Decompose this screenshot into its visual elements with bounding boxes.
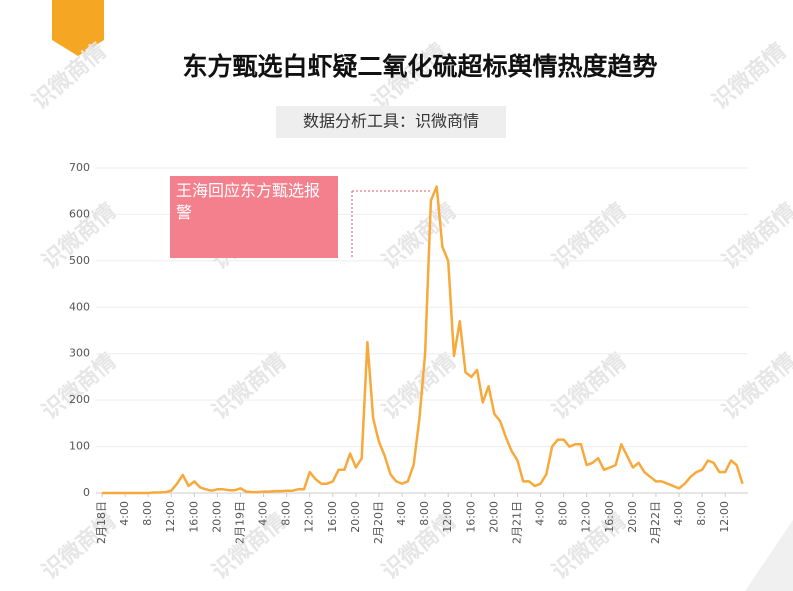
watermark: 识微商情 — [717, 348, 793, 424]
x-tick-label: 4:00 — [257, 501, 270, 526]
x-tick-label: 2月20日 — [372, 501, 385, 544]
x-tick-label: 8:00 — [141, 501, 154, 526]
x-tick-label: 12:00 — [580, 501, 593, 533]
subtitle-box — [276, 106, 506, 138]
corner-fold — [745, 520, 793, 591]
y-tick-label: 700 — [69, 161, 90, 174]
x-tick-label: 12:00 — [164, 501, 177, 533]
watermark: 识微商情 — [547, 198, 631, 274]
x-tick-label: 16:00 — [603, 501, 616, 533]
x-tick-label: 12:00 — [718, 501, 731, 533]
x-tick-label: 16:00 — [464, 501, 477, 533]
x-tick-label: 8:00 — [418, 501, 431, 526]
x-tick-label: 20:00 — [349, 501, 362, 533]
y-tick-label: 600 — [69, 207, 90, 220]
watermark: 识微商情 — [707, 38, 791, 114]
x-tick-label: 16:00 — [326, 501, 339, 533]
x-tick-label: 20:00 — [487, 501, 500, 533]
y-tick-label: 300 — [69, 347, 90, 360]
corner-badge — [52, 0, 104, 56]
chart-title: 东方甄选白虾疑二氧化硫超标舆情热度趋势 — [182, 52, 657, 81]
annotation-box — [170, 176, 338, 258]
x-tick-label: 4:00 — [395, 501, 408, 526]
annotation: 王海回应东方甄选报警 — [176, 181, 321, 222]
x-tick-label: 12:00 — [441, 501, 454, 533]
x-tick-label: 20:00 — [210, 501, 223, 533]
x-tick-label: 4:00 — [534, 501, 547, 526]
watermark: 识微商情 — [207, 348, 291, 424]
x-tick-label: 2月21日 — [510, 501, 523, 544]
y-tick-label: 500 — [69, 254, 90, 267]
x-tick-label: 2月18日 — [95, 501, 108, 544]
x-tick-label: 4:00 — [672, 501, 685, 526]
plot: 0 100 200 300 400 500 600 700 2月18日 4:00 8:00 12:00… — [69, 161, 748, 544]
watermark: 识微商情 — [717, 198, 793, 274]
watermark: 识微商情 — [547, 348, 631, 424]
subtitle: 数据分析工具：识微商情 — [303, 112, 479, 131]
x-tick-label: 8:00 — [695, 501, 708, 526]
x-tick-label: 4:00 — [118, 501, 131, 526]
y-tick-label: 100 — [69, 440, 90, 453]
annotation-holder: 王海回应东方甄选报警 — [176, 181, 321, 222]
x-tick-label: 8:00 — [557, 501, 570, 526]
x-tick-label: 12:00 — [303, 501, 316, 533]
y-tick-label: 0 — [83, 486, 90, 499]
watermark: 识微商情 — [37, 508, 121, 584]
y-tick-label: 400 — [69, 300, 90, 313]
x-tick-label: 2月19日 — [233, 501, 246, 544]
x-tick-label: 16:00 — [187, 501, 200, 533]
line-series — [102, 185, 744, 495]
x-tick-label: 20:00 — [626, 501, 639, 533]
y-tick-label: 200 — [69, 393, 90, 406]
x-tick-label: 8:00 — [280, 501, 293, 526]
x-tick-label: 2月22日 — [649, 501, 662, 544]
